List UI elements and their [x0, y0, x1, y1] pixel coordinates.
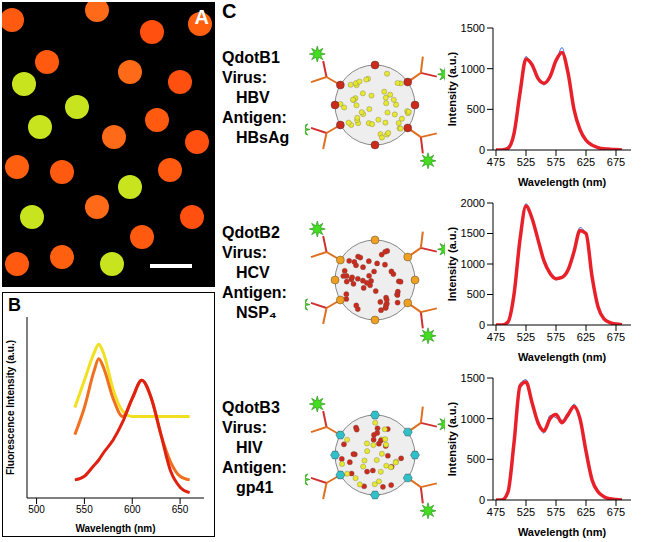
svg-text:Fluorescence Intensity (a.u.): Fluorescence Intensity (a.u.)	[5, 340, 16, 475]
html-text:QdotB1: QdotB1	[222, 49, 280, 66]
svg-text:0: 0	[479, 494, 485, 506]
svg-text:1500: 1500	[461, 227, 485, 239]
svg-text:Intensity (a.u.): Intensity (a.u.)	[446, 51, 458, 126]
svg-text:475: 475	[487, 156, 505, 168]
svg-text:2000: 2000	[461, 197, 485, 209]
svg-text:675: 675	[607, 156, 625, 168]
html-text:Virus:: Virus:	[222, 69, 268, 86]
html-text:C: C	[222, 0, 237, 22]
svg-text:Intensity (a.u.): Intensity (a.u.)	[446, 226, 458, 301]
html-text:Virus:: Virus:	[222, 419, 268, 436]
svg-text:1000: 1000	[461, 63, 485, 75]
html-text:HBsAg: HBsAg	[236, 129, 290, 146]
svg-text:575: 575	[547, 331, 565, 343]
svg-text:Intensity (a.u.): Intensity (a.u.)	[446, 401, 458, 476]
svg-text:1000: 1000	[461, 413, 485, 425]
html-text:QdotB2: QdotB2	[222, 224, 280, 241]
svg-text:675: 675	[607, 506, 625, 518]
html-text:gp41: gp41	[236, 479, 274, 496]
svg-text:1500: 1500	[461, 22, 485, 34]
svg-text:475: 475	[487, 506, 505, 518]
svg-text:Wavelength (nm): Wavelength (nm)	[518, 526, 607, 538]
html-text:QdotB3: QdotB3	[222, 399, 280, 416]
svg-text:575: 575	[547, 506, 565, 518]
svg-text:625: 625	[577, 506, 595, 518]
html-text:B: B	[8, 295, 21, 315]
svg-text:625: 625	[577, 331, 595, 343]
svg-text:675: 675	[607, 331, 625, 343]
html-text:NSP₄: NSP₄	[236, 304, 277, 321]
svg-text:575: 575	[547, 156, 565, 168]
svg-text:600: 600	[124, 504, 141, 515]
svg-text:500: 500	[467, 288, 485, 300]
svg-text:525: 525	[517, 156, 535, 168]
svg-text:500: 500	[28, 504, 45, 515]
svg-text:Wavelength (nm): Wavelength (nm)	[518, 351, 607, 363]
svg-text:500: 500	[467, 453, 485, 465]
svg-text:550: 550	[76, 504, 93, 515]
svg-text:0: 0	[479, 144, 485, 156]
html-text:Virus:: Virus:	[222, 244, 268, 261]
html-text:A: A	[194, 6, 209, 28]
svg-text:475: 475	[487, 331, 505, 343]
svg-text:525: 525	[517, 506, 535, 518]
svg-text:Wavelength (nm): Wavelength (nm)	[518, 176, 607, 188]
html-text:HCV: HCV	[236, 264, 270, 281]
svg-text:Wavelength (nm): Wavelength (nm)	[75, 523, 155, 534]
svg-text:525: 525	[517, 331, 535, 343]
svg-text:500: 500	[467, 103, 485, 115]
svg-text:1000: 1000	[461, 258, 485, 270]
svg-text:650: 650	[172, 504, 189, 515]
html-text:HIV: HIV	[236, 439, 263, 456]
svg-text:625: 625	[577, 156, 595, 168]
html-text:Antigen:: Antigen:	[222, 109, 287, 126]
svg-text:0: 0	[479, 319, 485, 331]
html-text:Antigen:: Antigen:	[222, 284, 287, 301]
html-text:HBV: HBV	[236, 89, 270, 106]
html-text:Antigen:: Antigen:	[222, 459, 287, 476]
svg-text:1500: 1500	[461, 372, 485, 384]
